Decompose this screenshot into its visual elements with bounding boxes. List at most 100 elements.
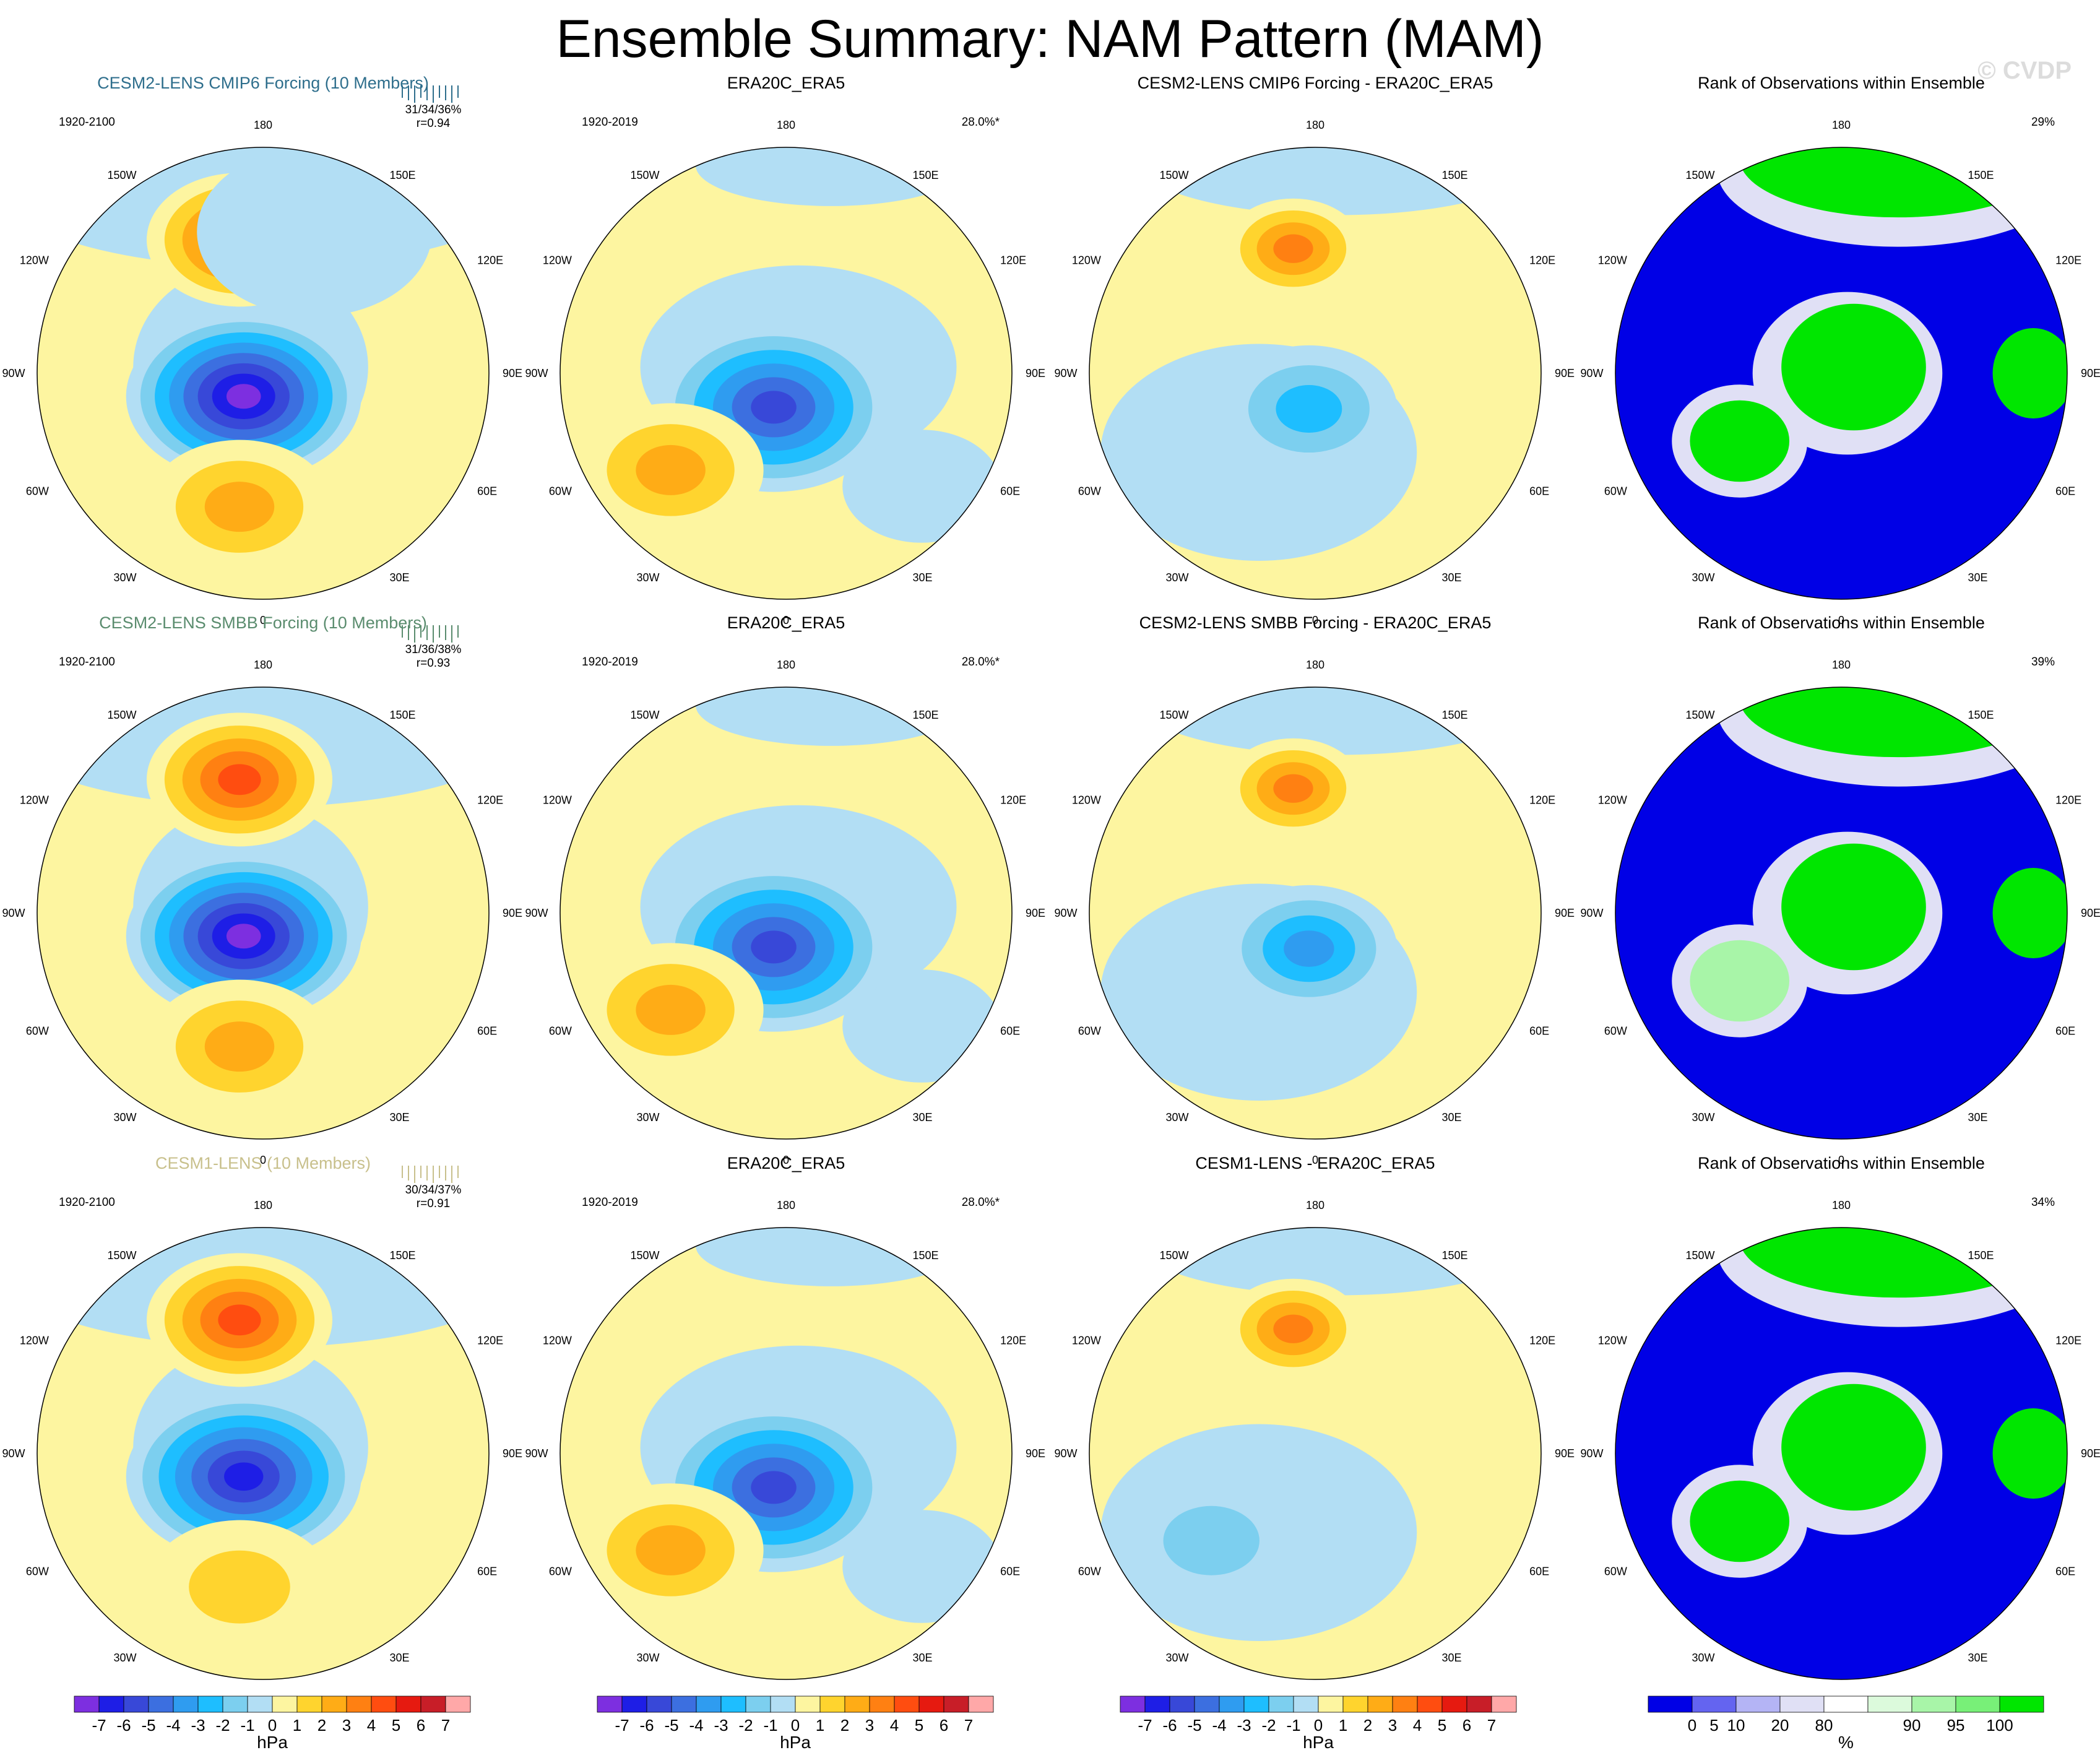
colorbar-tick: 95 xyxy=(1947,1716,1965,1735)
map-label-ne2: 120E xyxy=(1529,254,1555,267)
panel-diff-r2: 180 0 90E 90W 150E 120E 60E 30E 30W 60W 120W 150W xyxy=(1054,659,1575,1166)
map-label-sw1: 30W xyxy=(113,571,136,584)
colorbar-tick: 80 xyxy=(1815,1716,1833,1735)
panel-title: Rank of Observations within Ensemble xyxy=(1698,1154,1985,1172)
colorbar-tick: 5 xyxy=(1709,1716,1718,1735)
map-label-n: 180 xyxy=(1832,119,1851,131)
pattern-pct: 28.0%* xyxy=(962,656,1000,669)
colorbar-swatch xyxy=(1144,1696,1170,1713)
panel-title: ERA20C_ERA5 xyxy=(727,74,845,92)
map-label-nw2: 150W xyxy=(107,169,136,181)
colorbar-swatch xyxy=(321,1696,347,1713)
map-label-nw2: 150W xyxy=(1685,1249,1714,1262)
map-label-se1: 60E xyxy=(2055,1025,2075,1037)
anomaly-0-level-5 xyxy=(751,1471,797,1504)
map-label-w: 90W xyxy=(1054,907,1077,919)
colorbar-swatch xyxy=(894,1696,920,1713)
colorbar-tick: 2 xyxy=(840,1716,849,1735)
panel-title: CESM2-LENS CMIP6 Forcing (10 Members) xyxy=(97,74,429,92)
map-field xyxy=(1089,147,1541,599)
rank-high-polar xyxy=(1781,303,1926,431)
anomaly-1-level-4 xyxy=(218,1304,261,1336)
rank-high-polar xyxy=(1781,843,1926,971)
colorbar-swatch xyxy=(745,1696,771,1713)
watermark: © CVDP xyxy=(1977,57,2072,84)
map-label-n: 180 xyxy=(777,659,795,671)
anomaly-1-level-2 xyxy=(636,984,706,1035)
panel-rank-r2: 180 0 90E 90W 150E 120E 60E 30E 30W 60W 120W 150W xyxy=(1580,659,2100,1166)
colorbar-swatch xyxy=(395,1696,421,1713)
map-label-w: 90W xyxy=(1054,1447,1077,1460)
map-label-n: 180 xyxy=(777,1199,795,1211)
panel-title: CESM1-LENS - ERA20C_ERA5 xyxy=(1195,1154,1435,1172)
colorbar-tick: 6 xyxy=(1463,1716,1471,1735)
map-label-sw2: 60W xyxy=(549,1025,572,1037)
colorbar-swatch xyxy=(1692,1696,1737,1713)
pacific-belt xyxy=(1134,1228,1541,1296)
colorbar-swatch xyxy=(296,1696,322,1713)
map-label-ne2: 120E xyxy=(1529,794,1555,807)
colorbar-tick: 3 xyxy=(865,1716,874,1735)
map-border xyxy=(37,1227,490,1680)
panel-rank-r1: 180 0 90E 90W 150E 120E 60E 30E 30W 60W 120W 150W xyxy=(1580,119,2100,626)
panel-title: CESM2-LENS SMBB Forcing (10 Members) xyxy=(99,613,427,632)
colorbar-tick: 0 xyxy=(268,1716,277,1735)
colorbar-swatch xyxy=(646,1696,672,1713)
corr-label: r=0.93 xyxy=(417,657,450,670)
pacific-belt xyxy=(1134,687,1541,755)
map-label-sw1: 30W xyxy=(113,1111,136,1124)
colorbar-swatch xyxy=(272,1696,298,1713)
colorbar-tick: -2 xyxy=(738,1716,753,1735)
panel-title: Rank of Observations within Ensemble xyxy=(1698,613,1985,632)
map-label-sw1: 30W xyxy=(1692,1111,1714,1124)
map-label-se1: 60E xyxy=(477,485,497,498)
map-label-e: 90E xyxy=(2081,367,2100,379)
rank-field xyxy=(1615,1228,2067,1679)
colorbar-swatch xyxy=(1779,1696,1825,1713)
period-label: 1920-2100 xyxy=(59,656,115,669)
map-label-se1: 60E xyxy=(2055,485,2075,498)
map-label-se1: 60E xyxy=(1000,485,1020,498)
map-label-nw2: 150W xyxy=(1685,709,1714,721)
map-label-n: 180 xyxy=(254,1199,272,1211)
map-label-nw1: 120W xyxy=(1072,1335,1101,1347)
colorbar-unit: % xyxy=(1838,1733,1854,1752)
colorbar-rank: 0 5 10 20 80 90 95 100% xyxy=(1648,1696,2044,1752)
map-border xyxy=(1089,1227,1542,1680)
map-label-w: 90W xyxy=(525,367,548,379)
map-label-n: 180 xyxy=(777,119,795,131)
colorbar-tick: -1 xyxy=(1286,1716,1300,1735)
map-label-se2: 30E xyxy=(390,1652,410,1664)
rank-high-north xyxy=(1739,147,2056,218)
map-label-sw1: 30W xyxy=(636,571,659,584)
colorbar-tick: 6 xyxy=(417,1716,425,1735)
map-label-nw1: 120W xyxy=(1598,254,1627,267)
colorbar-swatch xyxy=(918,1696,944,1713)
map-label-n: 180 xyxy=(1306,1199,1324,1211)
colorbar-swatch xyxy=(770,1696,796,1713)
map-label-w: 90W xyxy=(525,1447,548,1460)
colorbar-diff: -7 -6 -5 -4 -3 -2 -1 0 1 2 3 4 5 6 7 hPa xyxy=(1120,1696,1517,1752)
rank-field xyxy=(1615,147,2067,599)
colorbar-swatch xyxy=(1318,1696,1344,1713)
map-label-s: 0 xyxy=(260,614,266,626)
map-label-ne1: 150E xyxy=(913,709,939,721)
map-label-nw2: 150W xyxy=(630,169,659,181)
map-label-nw1: 120W xyxy=(1598,794,1627,807)
map-label-ne1: 150E xyxy=(1442,169,1468,181)
rank-high-atlantic xyxy=(1690,400,1790,482)
colorbar-swatch xyxy=(1648,1696,1693,1713)
colorbar-tick: 1 xyxy=(816,1716,824,1735)
colorbar-obs: -7 -6 -5 -4 -3 -2 -1 0 1 2 3 4 5 6 7 hPa xyxy=(597,1696,994,1752)
map-label-ne1: 150E xyxy=(913,1249,939,1262)
map-label-se2: 30E xyxy=(913,1111,933,1124)
map-border xyxy=(1089,147,1542,600)
colorbar-tick: -5 xyxy=(141,1716,155,1735)
colorbar-swatch xyxy=(1441,1696,1467,1713)
rank-high-north xyxy=(1739,687,2056,758)
anomaly-0-level-3 xyxy=(1273,234,1313,263)
colorbar-swatch xyxy=(346,1696,372,1713)
anomaly-1-level-1 xyxy=(1163,1505,1260,1575)
